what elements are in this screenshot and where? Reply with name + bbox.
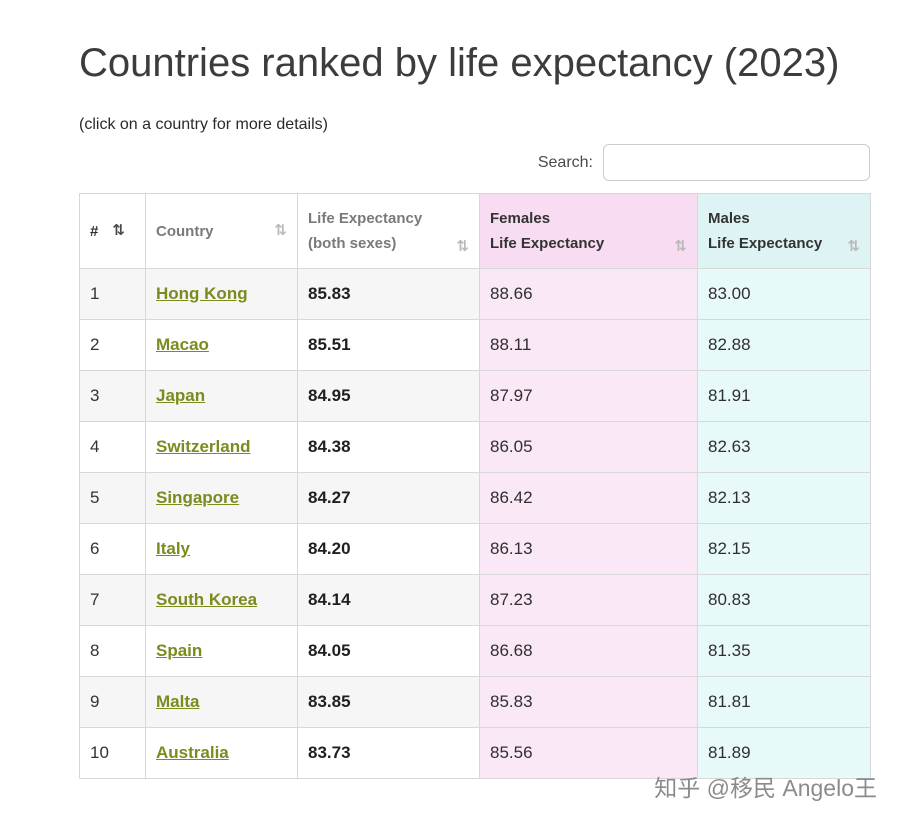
sort-icon[interactable]: ⇅ bbox=[274, 221, 287, 239]
female-cell: 86.05 bbox=[479, 421, 698, 473]
female-cell: 86.68 bbox=[479, 625, 698, 677]
table-row: 5 Singapore 84.27 86.42 82.13 bbox=[79, 472, 871, 524]
country-link[interactable]: Singapore bbox=[156, 488, 240, 507]
table-row: 7 South Korea 84.14 87.23 80.83 bbox=[79, 574, 871, 626]
male-cell: 81.81 bbox=[697, 676, 871, 728]
header-both-sexes-label: Life Expectancy (both sexes) bbox=[308, 210, 423, 252]
rank-cell: 9 bbox=[79, 676, 146, 728]
table-row: 2 Macao 85.51 88.11 82.88 bbox=[79, 319, 871, 371]
life-expectancy-table: # ⇅ Country ⇅ Life Expectancy (both sexe… bbox=[79, 193, 871, 779]
female-cell: 86.42 bbox=[479, 472, 698, 524]
both-sexes-cell: 85.51 bbox=[297, 319, 480, 371]
female-cell: 88.66 bbox=[479, 268, 698, 320]
rank-cell: 6 bbox=[79, 523, 146, 575]
both-sexes-cell: 84.20 bbox=[297, 523, 480, 575]
male-cell: 82.13 bbox=[697, 472, 871, 524]
both-sexes-cell: 84.05 bbox=[297, 625, 480, 677]
rank-cell: 7 bbox=[79, 574, 146, 626]
female-cell: 85.56 bbox=[479, 727, 698, 779]
country-link[interactable]: Australia bbox=[156, 743, 229, 762]
watermark: 知乎 @移民 Angelo王 bbox=[654, 775, 877, 801]
sort-icon[interactable]: ⇅ bbox=[847, 238, 860, 255]
country-link[interactable]: Hong Kong bbox=[156, 284, 248, 303]
country-link[interactable]: Spain bbox=[156, 641, 203, 660]
country-link[interactable]: Italy bbox=[156, 539, 191, 558]
country-cell: Switzerland bbox=[145, 421, 298, 473]
female-cell: 88.11 bbox=[479, 319, 698, 371]
female-cell: 87.23 bbox=[479, 574, 698, 626]
both-sexes-cell: 83.73 bbox=[297, 727, 480, 779]
header-males[interactable]: Males Life Expectancy ⇅ bbox=[697, 193, 871, 269]
page-title: Countries ranked by life expectancy (202… bbox=[79, 41, 840, 85]
country-link[interactable]: Macao bbox=[156, 335, 209, 354]
header-males-label: Males Life Expectancy bbox=[708, 210, 823, 252]
rank-cell: 1 bbox=[79, 268, 146, 320]
search-label: Search: bbox=[537, 153, 593, 171]
country-link[interactable]: South Korea bbox=[156, 590, 258, 609]
header-country[interactable]: Country ⇅ bbox=[145, 193, 298, 269]
country-cell: Italy bbox=[145, 523, 298, 575]
search-input[interactable] bbox=[603, 144, 870, 181]
country-cell: South Korea bbox=[145, 574, 298, 626]
sort-icon[interactable]: ⇅ bbox=[674, 238, 687, 255]
subtitle: (click on a country for more details) bbox=[79, 116, 328, 133]
male-cell: 82.88 bbox=[697, 319, 871, 371]
sort-icon[interactable]: ⇅ bbox=[456, 238, 469, 255]
rank-cell: 4 bbox=[79, 421, 146, 473]
search-bar: Search: bbox=[79, 144, 870, 181]
rank-cell: 3 bbox=[79, 370, 146, 422]
country-link[interactable]: Japan bbox=[156, 386, 206, 405]
country-cell: Spain bbox=[145, 625, 298, 677]
country-link[interactable]: Malta bbox=[156, 692, 200, 711]
both-sexes-cell: 84.95 bbox=[297, 370, 480, 422]
country-cell: Hong Kong bbox=[145, 268, 298, 320]
female-cell: 86.13 bbox=[479, 523, 698, 575]
rank-cell: 10 bbox=[79, 727, 146, 779]
country-cell: Malta bbox=[145, 676, 298, 728]
table-row: 1 Hong Kong 85.83 88.66 83.00 bbox=[79, 268, 871, 320]
male-cell: 83.00 bbox=[697, 268, 871, 320]
country-cell: Singapore bbox=[145, 472, 298, 524]
table-row: 3 Japan 84.95 87.97 81.91 bbox=[79, 370, 871, 422]
country-cell: Macao bbox=[145, 319, 298, 371]
male-cell: 81.35 bbox=[697, 625, 871, 677]
header-females-label: Females Life Expectancy bbox=[490, 210, 605, 252]
both-sexes-cell: 84.38 bbox=[297, 421, 480, 473]
both-sexes-cell: 85.83 bbox=[297, 268, 480, 320]
male-cell: 81.91 bbox=[697, 370, 871, 422]
female-cell: 85.83 bbox=[479, 676, 698, 728]
both-sexes-cell: 84.27 bbox=[297, 472, 480, 524]
header-females[interactable]: Females Life Expectancy ⇅ bbox=[479, 193, 698, 269]
male-cell: 81.89 bbox=[697, 727, 871, 779]
table-row: 10 Australia 83.73 85.56 81.89 bbox=[79, 727, 871, 779]
country-cell: Japan bbox=[145, 370, 298, 422]
country-cell: Australia bbox=[145, 727, 298, 779]
rank-cell: 5 bbox=[79, 472, 146, 524]
header-country-label: Country bbox=[156, 222, 214, 240]
header-rank[interactable]: # ⇅ bbox=[79, 193, 146, 269]
country-link[interactable]: Switzerland bbox=[156, 437, 251, 456]
table-row: 8 Spain 84.05 86.68 81.35 bbox=[79, 625, 871, 677]
female-cell: 87.97 bbox=[479, 370, 698, 422]
both-sexes-cell: 84.14 bbox=[297, 574, 480, 626]
both-sexes-cell: 83.85 bbox=[297, 676, 480, 728]
sort-icon[interactable]: ⇅ bbox=[112, 221, 125, 239]
table-row: 6 Italy 84.20 86.13 82.15 bbox=[79, 523, 871, 575]
header-rank-label: # bbox=[90, 222, 99, 240]
male-cell: 82.15 bbox=[697, 523, 871, 575]
rank-cell: 8 bbox=[79, 625, 146, 677]
table-row: 4 Switzerland 84.38 86.05 82.63 bbox=[79, 421, 871, 473]
table-header-row: # ⇅ Country ⇅ Life Expectancy (both sexe… bbox=[79, 193, 871, 269]
header-both-sexes[interactable]: Life Expectancy (both sexes) ⇅ bbox=[297, 193, 480, 269]
rank-cell: 2 bbox=[79, 319, 146, 371]
male-cell: 82.63 bbox=[697, 421, 871, 473]
male-cell: 80.83 bbox=[697, 574, 871, 626]
table-row: 9 Malta 83.85 85.83 81.81 bbox=[79, 676, 871, 728]
